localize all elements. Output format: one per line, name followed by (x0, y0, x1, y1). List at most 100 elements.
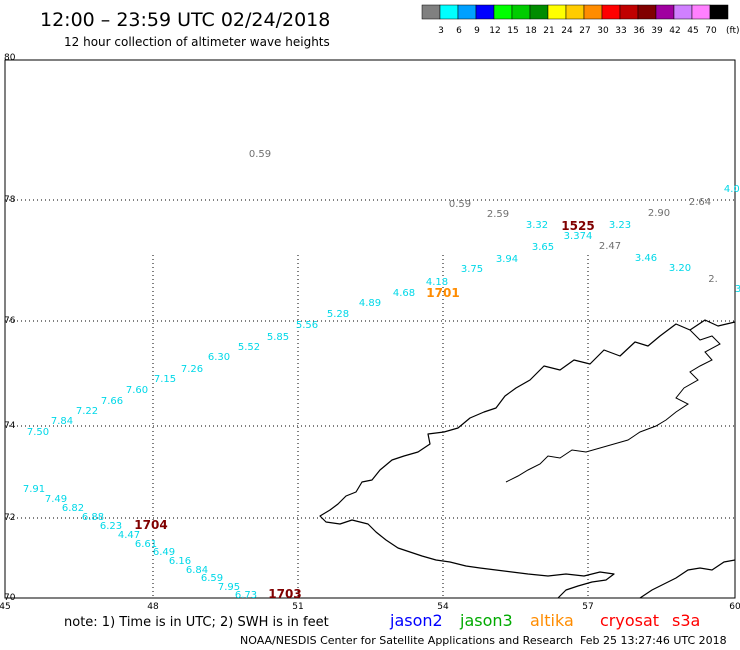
wave-height-value: 7.66 (101, 396, 123, 407)
satellite-label-jason2: jason2 (389, 611, 443, 630)
longitude-label: 60 (729, 602, 740, 612)
wave-height-value: 7.49 (45, 494, 67, 505)
satellite-legend: jason2 jason3 altika cryosat s3a (389, 611, 700, 630)
wave-height-value: 5.56 (296, 320, 318, 331)
legend-tick-label: 42 (669, 26, 680, 36)
legend-swatch (709, 4, 729, 20)
wave-height-value: 7.95 (218, 582, 240, 593)
legend-swatch (691, 4, 711, 20)
color-legend: 3 6 9 12 15 18 21 24 27 30 33 36 39 42 45 70 (ft) (421, 4, 740, 36)
wave-height-value: 2.47 (599, 241, 621, 252)
wave-height-value: 5.85 (267, 332, 289, 343)
pass-time-label: 1703 (268, 587, 301, 601)
longitude-label: 54 (437, 602, 449, 612)
plot-area: 80 78 76 74 72 70 45 48 51 54 57 60 0.59 0.59 2.59 3.… (0, 53, 740, 612)
latitude-labels: 80 78 76 74 72 70 (4, 53, 16, 603)
wave-height-value: 7.84 (51, 416, 73, 427)
legend-swatch (565, 4, 585, 20)
latitude-label: 76 (4, 316, 16, 326)
wave-height-value: 5.52 (238, 342, 260, 353)
legend-tick-label: 45 (687, 26, 698, 36)
legend-swatch (529, 4, 549, 20)
legend-tick-label: 30 (597, 26, 609, 36)
legend-tick-label: 3 (438, 26, 444, 36)
wave-height-value: 2.59 (487, 209, 509, 220)
legend-swatch (583, 4, 603, 20)
longitude-label: 45 (0, 602, 11, 612)
wave-height-value: 0.59 (449, 199, 471, 210)
legend-swatch (511, 4, 531, 20)
legend-swatch (673, 4, 693, 20)
legend-tick-label: 24 (561, 26, 573, 36)
legend-swatch (439, 4, 459, 20)
legend-tick-label: 70 (705, 26, 717, 36)
wave-height-value: 3.75 (461, 264, 483, 275)
wave-height-value: 6.49 (153, 547, 175, 558)
latitude-label: 70 (4, 593, 16, 603)
legend-swatch (475, 4, 495, 20)
wave-height-value: 3.32 (526, 220, 548, 231)
latitude-label: 80 (4, 53, 16, 63)
legend-swatch (601, 4, 621, 20)
wave-height-value: 6.30 (208, 352, 230, 363)
pass-time-label: 1701 (426, 286, 459, 300)
wave-height-value: 4.68 (393, 288, 415, 299)
wave-height-value: 6.84 (186, 565, 208, 576)
wave-height-value: 0.59 (249, 149, 271, 160)
pass-time-label: 1704 (134, 518, 167, 532)
wave-height-value: 4.04 (724, 184, 740, 195)
footer-timestamp: Feb 25 13:27:46 UTC 2018 (580, 634, 727, 647)
legend-swatch (547, 4, 567, 20)
map-subtitle: 12 hour collection of altimeter wave hei… (64, 35, 330, 49)
satellite-label-cryosat: cryosat (600, 611, 659, 630)
latitude-label: 74 (4, 421, 16, 431)
legend-tick-label: 27 (579, 26, 590, 36)
plot-frame (4, 59, 736, 599)
wave-height-value: 7.91 (23, 484, 45, 495)
footer-note: note: 1) Time is in UTC; 2) SWH is in fe… (64, 615, 329, 630)
legend-swatch (619, 4, 639, 20)
legend-tick-label: 6 (456, 26, 462, 36)
map-title: 12:00 – 23:59 UTC 02/24/2018 (40, 9, 330, 31)
wave-height-value: 7.22 (76, 406, 98, 417)
legend-swatch (457, 4, 477, 20)
longitude-label: 51 (292, 602, 303, 612)
coastline (319, 319, 736, 599)
legend-tick-label: 36 (633, 26, 645, 36)
wave-height-value: 7.15 (154, 374, 176, 385)
wave-height-value: 2.90 (648, 208, 670, 219)
wave-height-value: 2. (708, 274, 718, 285)
wave-height-value: 6.82 (62, 503, 84, 514)
longitude-labels: 45 48 51 54 57 60 (0, 602, 740, 612)
wave-height-values: 0.59 0.59 2.59 3.32 3.23 3.374 2.47 2.90 2.64 4.0… (23, 149, 740, 601)
wave-height-value: 7.50 (27, 427, 49, 438)
latitude-label: 72 (4, 513, 15, 523)
legend-unit: (ft) (726, 26, 740, 36)
coastline-inlet-1 (505, 329, 721, 483)
legend-tick-label: 9 (474, 26, 480, 36)
legend-tick-label: 15 (507, 26, 518, 36)
legend-swatch (421, 4, 441, 20)
legend-tick-label: 33 (615, 26, 626, 36)
wave-height-value: 2.64 (689, 197, 711, 208)
legend-tick-label: 18 (525, 26, 537, 36)
wave-height-value: 5.28 (327, 309, 349, 320)
wave-height-value: 4.18 (426, 277, 448, 288)
wave-height-value: 4.47 (118, 530, 140, 541)
latitude-label: 78 (4, 195, 16, 205)
longitude-label: 48 (147, 602, 159, 612)
wave-height-value: 3.374 (564, 231, 593, 242)
legend-swatch (493, 4, 513, 20)
wave-height-value: 6.16 (169, 556, 191, 567)
wave-height-value: 6.73 (235, 590, 257, 601)
wave-height-value: 6.88 (82, 512, 104, 523)
graticule (5, 199, 735, 598)
pass-time-label: 1525 (561, 219, 594, 233)
legend-tick-label: 21 (543, 26, 554, 36)
wave-height-value: 3.23 (609, 220, 631, 231)
wave-height-value: 3.94 (496, 254, 518, 265)
legend-tick-label: 39 (651, 26, 663, 36)
legend-tick-label: 12 (489, 26, 500, 36)
coastline-south-island (639, 559, 736, 599)
